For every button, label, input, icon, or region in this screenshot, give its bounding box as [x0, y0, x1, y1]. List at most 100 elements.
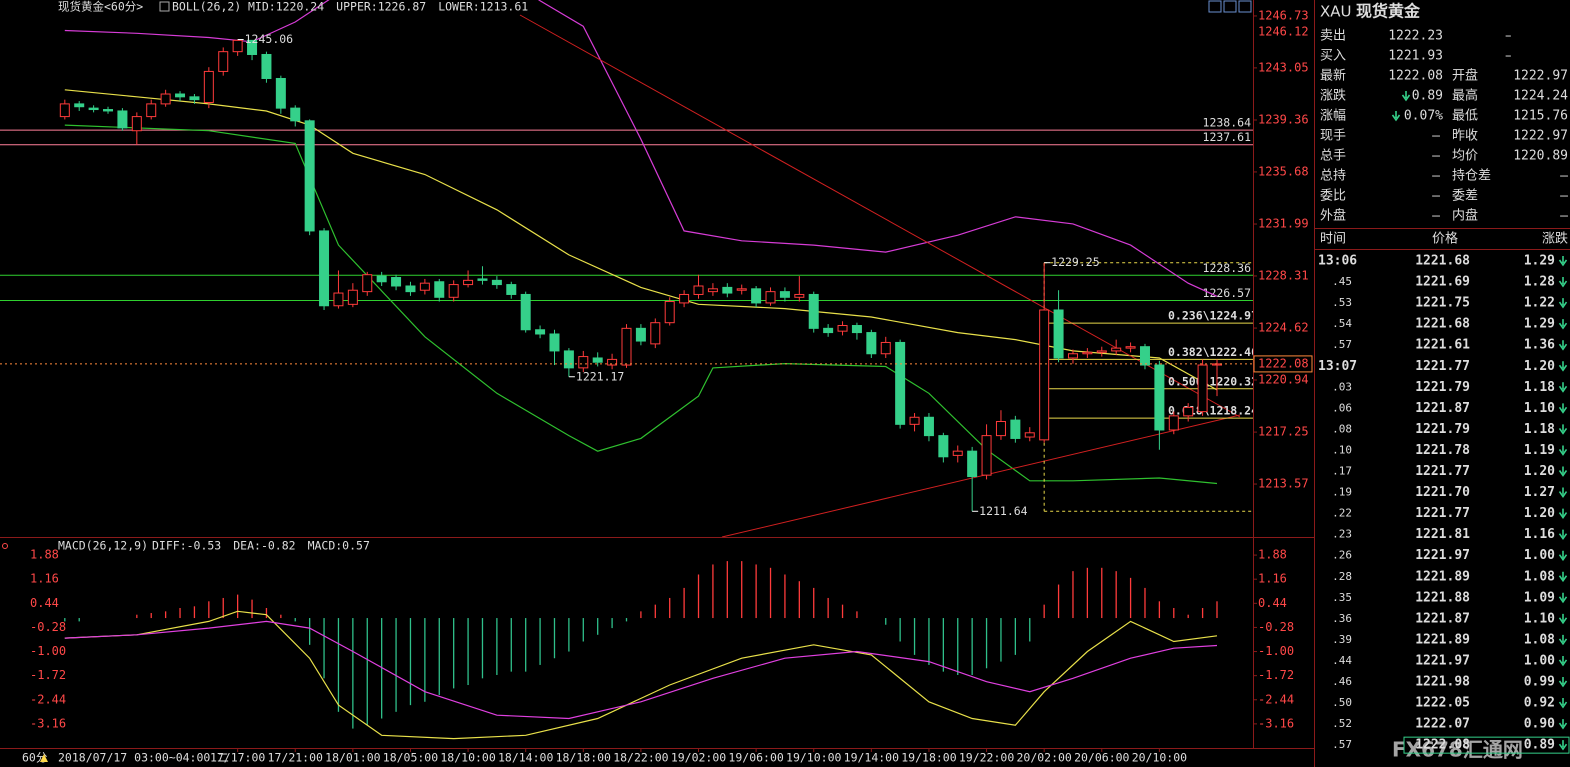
tick-time: .57	[1332, 338, 1352, 351]
toolbar-icons[interactable]	[1208, 0, 1252, 13]
candle-body	[866, 332, 877, 355]
x-tick-label: 19/14:00	[844, 751, 899, 765]
annotation-label: 1229.25	[1051, 255, 1099, 269]
indicator-line	[64, 0, 1218, 297]
down-arrow	[1558, 424, 1568, 435]
quote-label: 最低	[1452, 109, 1478, 124]
quote-value: 1222.97	[1513, 129, 1568, 144]
candle-body	[290, 107, 301, 122]
tick-time: 13:07	[1318, 359, 1357, 374]
candle-body	[981, 435, 992, 476]
down-arrow	[1558, 571, 1568, 583]
down-arrow	[1558, 382, 1568, 393]
tick-time: .39	[1332, 633, 1352, 646]
annotation-label: 1211.64	[979, 504, 1028, 518]
panel-marker	[2, 543, 8, 549]
y-tick-label: -0.28	[1258, 620, 1294, 634]
column-header: 价格	[1432, 231, 1458, 247]
tick-price: 1221.77	[1415, 359, 1470, 374]
tick-time: .22	[1332, 507, 1352, 520]
down-arrow	[1558, 655, 1568, 667]
y-tick-label-left: -2.44	[30, 692, 66, 706]
tick-price: 1221.68	[1415, 254, 1470, 269]
x-tick-label: 19/02:00	[671, 751, 726, 765]
indicator-icon[interactable]	[159, 1, 170, 12]
candle-body	[779, 291, 790, 298]
quote-label: 持仓差	[1452, 169, 1491, 184]
tick-time: .54	[1332, 317, 1352, 330]
candle-body	[679, 293, 690, 304]
quote-label: 委比	[1320, 189, 1346, 204]
quote-value: –	[1560, 169, 1568, 184]
quote-label: 内盘	[1452, 208, 1478, 224]
watermark: FX678汇通网	[1392, 738, 1523, 762]
tick-price: 1221.97	[1415, 653, 1470, 668]
x-tick-label: 20/06:00	[1074, 751, 1129, 765]
down-arrow	[1558, 445, 1568, 456]
period-arrow[interactable]	[40, 754, 48, 762]
candle-body	[693, 285, 704, 295]
candle-body	[491, 279, 502, 286]
candle-body	[1096, 350, 1107, 353]
candle-body	[520, 293, 531, 331]
y-tick-label: 1217.25	[1258, 425, 1309, 439]
quote-label: 涨跌	[1320, 88, 1346, 104]
x-tick-label: 17/17:00	[210, 751, 265, 765]
tick-time: .35	[1332, 591, 1352, 604]
quote-value: –	[1432, 129, 1440, 144]
column-header: 涨跌	[1542, 231, 1568, 247]
tick-time: .26	[1332, 549, 1352, 562]
candle-body	[895, 341, 906, 425]
candle-body	[851, 325, 862, 334]
legend-entry: DIFF:-0.53	[152, 539, 221, 553]
candle-body	[1183, 406, 1194, 417]
quote-symbol: XAU	[1320, 3, 1352, 21]
tick-time: .03	[1332, 380, 1352, 393]
tick-change: 1.16	[1524, 527, 1555, 542]
quote-value: –	[1505, 49, 1512, 64]
candle-body	[722, 286, 733, 294]
quote-value: –	[1560, 189, 1568, 204]
quote-value: –	[1432, 169, 1440, 184]
tick-price: 1221.75	[1415, 296, 1470, 311]
trend-line	[721, 414, 1241, 537]
down-arrow	[1558, 550, 1568, 562]
candle-body	[1039, 309, 1050, 441]
candle-body	[592, 357, 603, 363]
tick-change: 1.09	[1524, 590, 1555, 605]
y-tick-label: 1239.36	[1258, 112, 1309, 126]
tick-time: .52	[1332, 717, 1352, 730]
x-tick-label: 20/10:00	[1132, 751, 1187, 765]
y-tick-label: 1246.73	[1258, 8, 1309, 22]
candle-body	[347, 289, 358, 305]
candle-body	[707, 288, 718, 293]
candle-body	[463, 279, 474, 286]
quote-label: 最高	[1452, 88, 1478, 104]
tick-price: 1222.08	[1415, 738, 1470, 753]
down-arrow	[1401, 91, 1411, 102]
candle-body	[319, 230, 330, 307]
quote-name: 现货黄金	[1356, 2, 1421, 21]
candle-body	[160, 93, 171, 105]
y-tick-label-left: -0.28	[30, 620, 66, 634]
x-tick-label: 18/01:00	[325, 751, 380, 765]
x-tick-label: 18/05:00	[383, 751, 438, 765]
candle-body	[938, 435, 949, 458]
candle-body	[535, 329, 546, 335]
down-arrow	[1558, 298, 1568, 309]
y-tick-label: 1231.99	[1258, 217, 1309, 231]
last-price-label: 1222.08	[1258, 356, 1309, 370]
candle-body	[203, 70, 214, 103]
quote-label: 外盘	[1320, 208, 1346, 224]
candle-body	[650, 322, 661, 345]
tick-time: 13:06	[1318, 254, 1357, 269]
candle-body	[736, 288, 747, 291]
tick-price: 1221.87	[1415, 401, 1470, 416]
fib-label: 0.500\1220.32	[1168, 374, 1258, 388]
candle-body	[434, 281, 445, 298]
annotation-label: 1245.06	[245, 32, 294, 46]
down-arrow	[1558, 466, 1568, 477]
y-tick-label: 1.16	[1258, 572, 1287, 586]
down-arrow	[1558, 613, 1568, 625]
quote-value: –	[1432, 209, 1440, 224]
